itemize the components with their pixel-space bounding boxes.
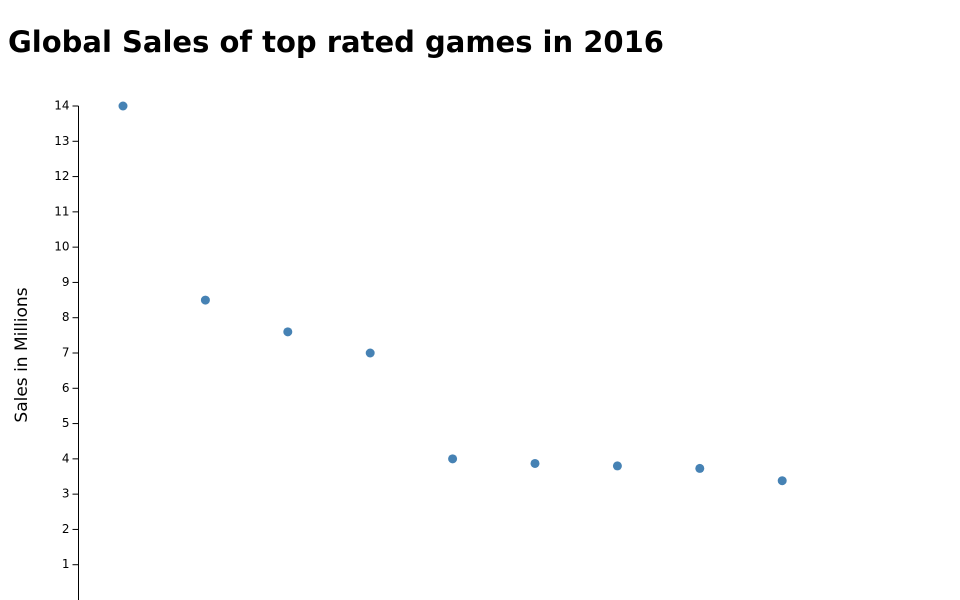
dot [448,454,458,464]
y-tick-label: 5 [62,416,70,430]
y-tick-label: 14 [54,99,69,113]
y-tick-label: 11 [54,204,69,218]
y-tick-label: 9 [62,275,70,289]
dot [530,458,540,468]
y-tick-label: 2 [62,522,70,536]
dot [365,348,375,358]
y-tick-label: 13 [54,134,69,148]
y-tick-label: 7 [62,346,70,360]
y-tick-label: 12 [54,169,69,183]
dot [695,463,705,473]
y-tick-label: 8 [62,310,70,324]
y-axis-label: Sales in Millions [12,287,32,422]
y-tick-label: 4 [62,451,70,465]
y-tick-label: 3 [62,487,70,501]
dot [200,295,210,305]
y-tick-label: 1 [62,557,70,571]
y-tick-label: 10 [54,240,69,254]
dot [283,327,293,337]
dot [612,461,622,471]
chart-title: Global Sales of top rated games in 2016 [8,25,664,59]
dot [118,101,128,111]
y-tick-label: 6 [62,381,70,395]
dot [777,476,787,486]
